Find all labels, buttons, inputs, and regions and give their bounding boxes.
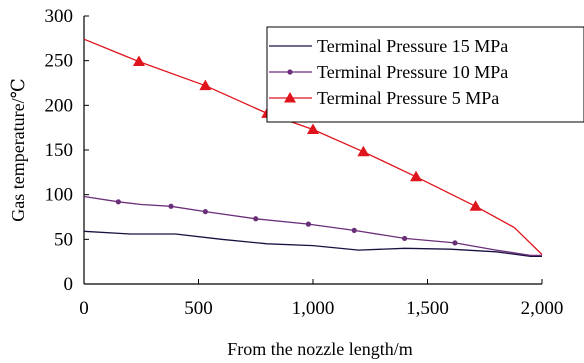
y-tick-label: 300 <box>45 6 74 27</box>
y-tick-label: 50 <box>54 229 73 250</box>
x-axis-title: From the nozzle length/m <box>227 339 412 359</box>
series-line <box>83 38 543 255</box>
data-point <box>305 221 312 227</box>
y-tick-label: 150 <box>45 140 74 161</box>
x-tick-label: 500 <box>184 298 213 319</box>
y-tick-label: 250 <box>45 51 74 72</box>
y-axis-title: Gas temperature/℃ <box>8 78 28 222</box>
legend-item: Terminal Pressure 5 MPa <box>269 88 499 108</box>
data-point <box>351 227 357 233</box>
legend: Terminal Pressure 15 MPa Terminal Pressur… <box>266 26 584 123</box>
data-point <box>307 123 319 134</box>
y-tick-label: 200 <box>45 95 74 116</box>
data-point <box>469 200 482 211</box>
x-tick-label: 0 <box>79 298 89 319</box>
legend-marker <box>284 92 296 103</box>
data-point <box>452 240 458 246</box>
data-point <box>202 209 208 215</box>
data-point <box>402 235 408 242</box>
x-tick-label: 2,000 <box>521 298 564 319</box>
data-point <box>115 199 121 205</box>
axes: 0 50 100 150 200 250 300 0 500 1,000 1,500 2,000 <box>45 6 564 319</box>
legend-item: Terminal Pressure 10 MPa <box>269 62 508 82</box>
series-2 <box>83 195 542 257</box>
legend-item: Terminal Pressure 15 MPa <box>269 36 508 56</box>
series-1 <box>83 230 542 257</box>
series-line <box>83 230 542 257</box>
data-point <box>357 145 370 157</box>
y-tick-label: 100 <box>45 185 74 206</box>
legend-label: Terminal Pressure 10 MPa <box>317 62 508 82</box>
legend-marker <box>287 69 293 75</box>
x-tick-label: 1,000 <box>292 298 335 319</box>
legend-box <box>266 26 584 123</box>
data-point <box>199 79 212 91</box>
x-tick-label: 1,500 <box>406 298 449 319</box>
legend-label: Terminal Pressure 15 MPa <box>317 36 508 56</box>
data-point <box>253 216 259 222</box>
data-point <box>168 203 174 209</box>
y-tick-label: 0 <box>64 274 74 295</box>
legend-label: Terminal Pressure 5 MPa <box>317 88 499 108</box>
data-point <box>132 55 145 67</box>
data-point <box>410 170 423 182</box>
